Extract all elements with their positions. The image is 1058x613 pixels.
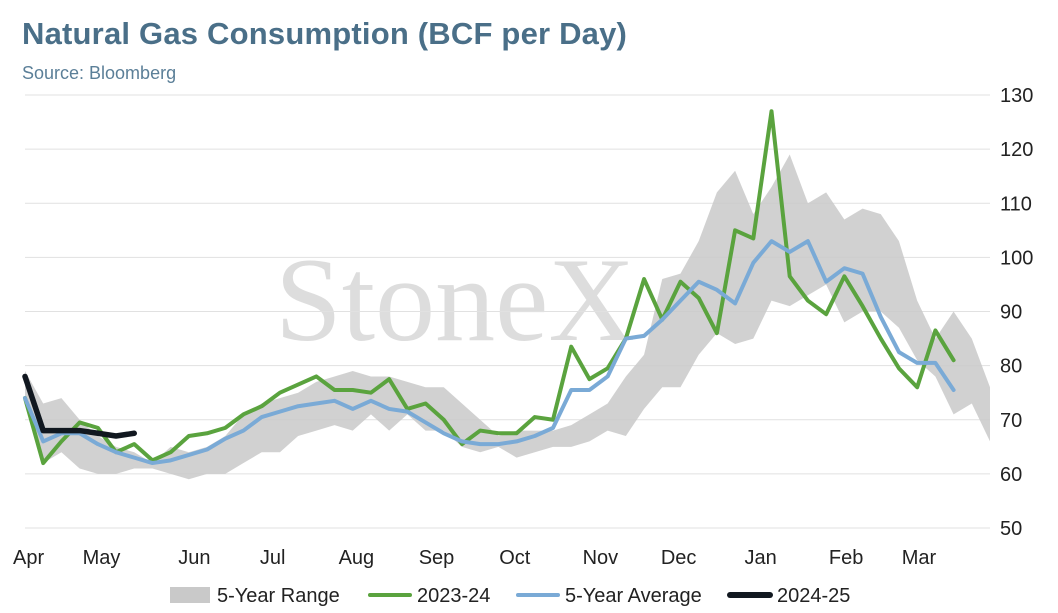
legend-item: 2024-25: [727, 585, 850, 607]
x-tick-label: Sep: [419, 547, 455, 569]
x-tick-label: Jun: [178, 547, 210, 569]
gridlines: [25, 94, 990, 529]
legend-label: 2023-24: [417, 585, 490, 607]
legend-swatch: [170, 587, 210, 603]
legend-item: 5-Year Range: [170, 585, 340, 607]
legend-label: 2024-25: [777, 585, 850, 607]
y-tick-label: 90: [1000, 302, 1022, 324]
x-tick-label: Jul: [260, 547, 286, 569]
series-lines: [22, 109, 956, 466]
series-line-5-Year Average: [23, 239, 956, 466]
x-tick-label: Nov: [583, 547, 619, 569]
x-tick-label: Mar: [902, 547, 937, 569]
x-tick-label: Feb: [829, 547, 863, 569]
x-tick-label: Aug: [339, 547, 375, 569]
y-tick-label: 120: [1000, 139, 1033, 161]
x-axis: Apr May Jun Jul Aug Sep Oct Nov Dec Jan Feb Mar: [13, 547, 937, 569]
y-tick-label: 100: [1000, 247, 1033, 269]
x-tick-label: May: [83, 547, 121, 569]
x-tick-label: Dec: [661, 547, 697, 569]
legend: 5-Year Range 2023-24 5-Year Average 2024-25: [170, 585, 850, 607]
watermark-logo: StoneX: [275, 233, 635, 366]
chart-source: Source: Bloomberg: [22, 63, 177, 83]
legend-label: 5-Year Average: [565, 585, 702, 607]
y-axis: 50 60 70 80 90 100 110 120 130: [1000, 85, 1033, 540]
y-tick-label: 80: [1000, 356, 1022, 378]
y-tick-label: 60: [1000, 464, 1022, 486]
y-tick-label: 130: [1000, 85, 1033, 107]
series-line-2023-24: [23, 109, 956, 466]
series-line-2024-25: [22, 373, 137, 439]
x-tick-label: Oct: [499, 547, 531, 569]
x-tick-label: Apr: [13, 547, 44, 569]
legend-label: 5-Year Range: [217, 585, 340, 607]
y-tick-label: 50: [1000, 518, 1022, 540]
chart-title: Natural Gas Consumption (BCF per Day): [22, 16, 628, 51]
legend-item: 5-Year Average: [516, 585, 702, 607]
legend-item: 2023-24: [368, 585, 490, 607]
y-tick-label: 110: [1000, 193, 1032, 215]
x-tick-label: Jan: [744, 547, 776, 569]
y-tick-label: 70: [1000, 410, 1022, 432]
